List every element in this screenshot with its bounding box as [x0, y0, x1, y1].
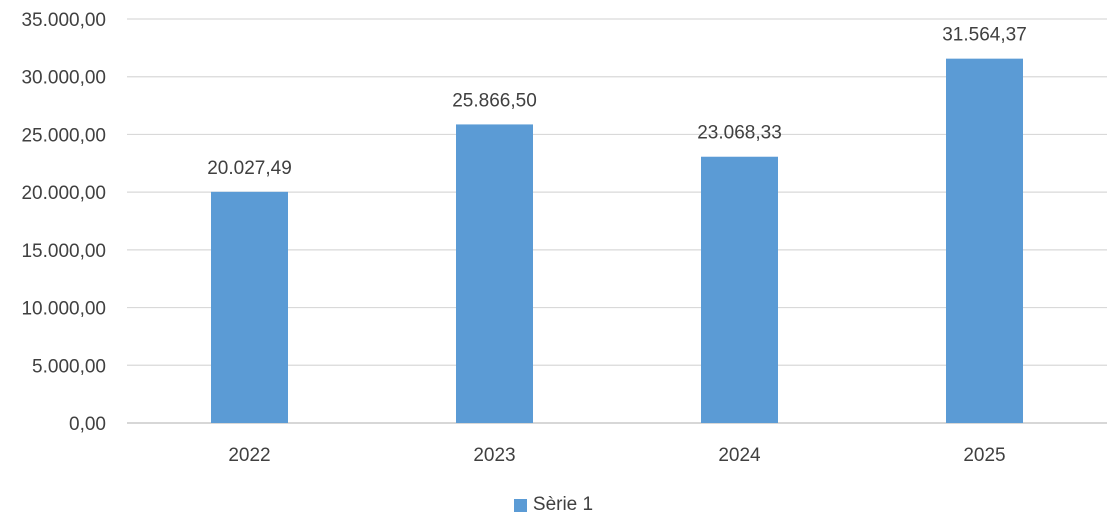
- legend: Sèrie 1: [0, 494, 1107, 516]
- data-label: 31.564,37: [942, 25, 1027, 46]
- bar: [456, 124, 533, 423]
- legend-swatch: [513, 498, 527, 512]
- y-tick-label: 0,00: [69, 414, 106, 435]
- data-label: 23.068,33: [697, 123, 782, 144]
- x-tick-label: 2025: [963, 445, 1005, 466]
- y-tick-label: 25.000,00: [21, 125, 106, 146]
- bar: [701, 156, 778, 423]
- y-tick-label: 30.000,00: [21, 68, 106, 89]
- bar: [946, 58, 1023, 424]
- x-tick-label: 2023: [473, 445, 515, 466]
- y-tick-label: 35.000,00: [21, 10, 106, 31]
- bar: [211, 191, 288, 423]
- y-tick-label: 15.000,00: [21, 241, 106, 262]
- y-tick-label: 5.000,00: [32, 356, 106, 377]
- data-label: 20.027,49: [207, 158, 292, 179]
- legend-label: Sèrie 1: [532, 494, 594, 515]
- y-tick-label: 20.000,00: [21, 183, 106, 204]
- x-tick-label: 2022: [228, 445, 270, 466]
- x-tick-label: 2024: [718, 445, 761, 466]
- y-tick-label: 10.000,00: [21, 299, 106, 320]
- data-label: 25.866,50: [452, 90, 537, 111]
